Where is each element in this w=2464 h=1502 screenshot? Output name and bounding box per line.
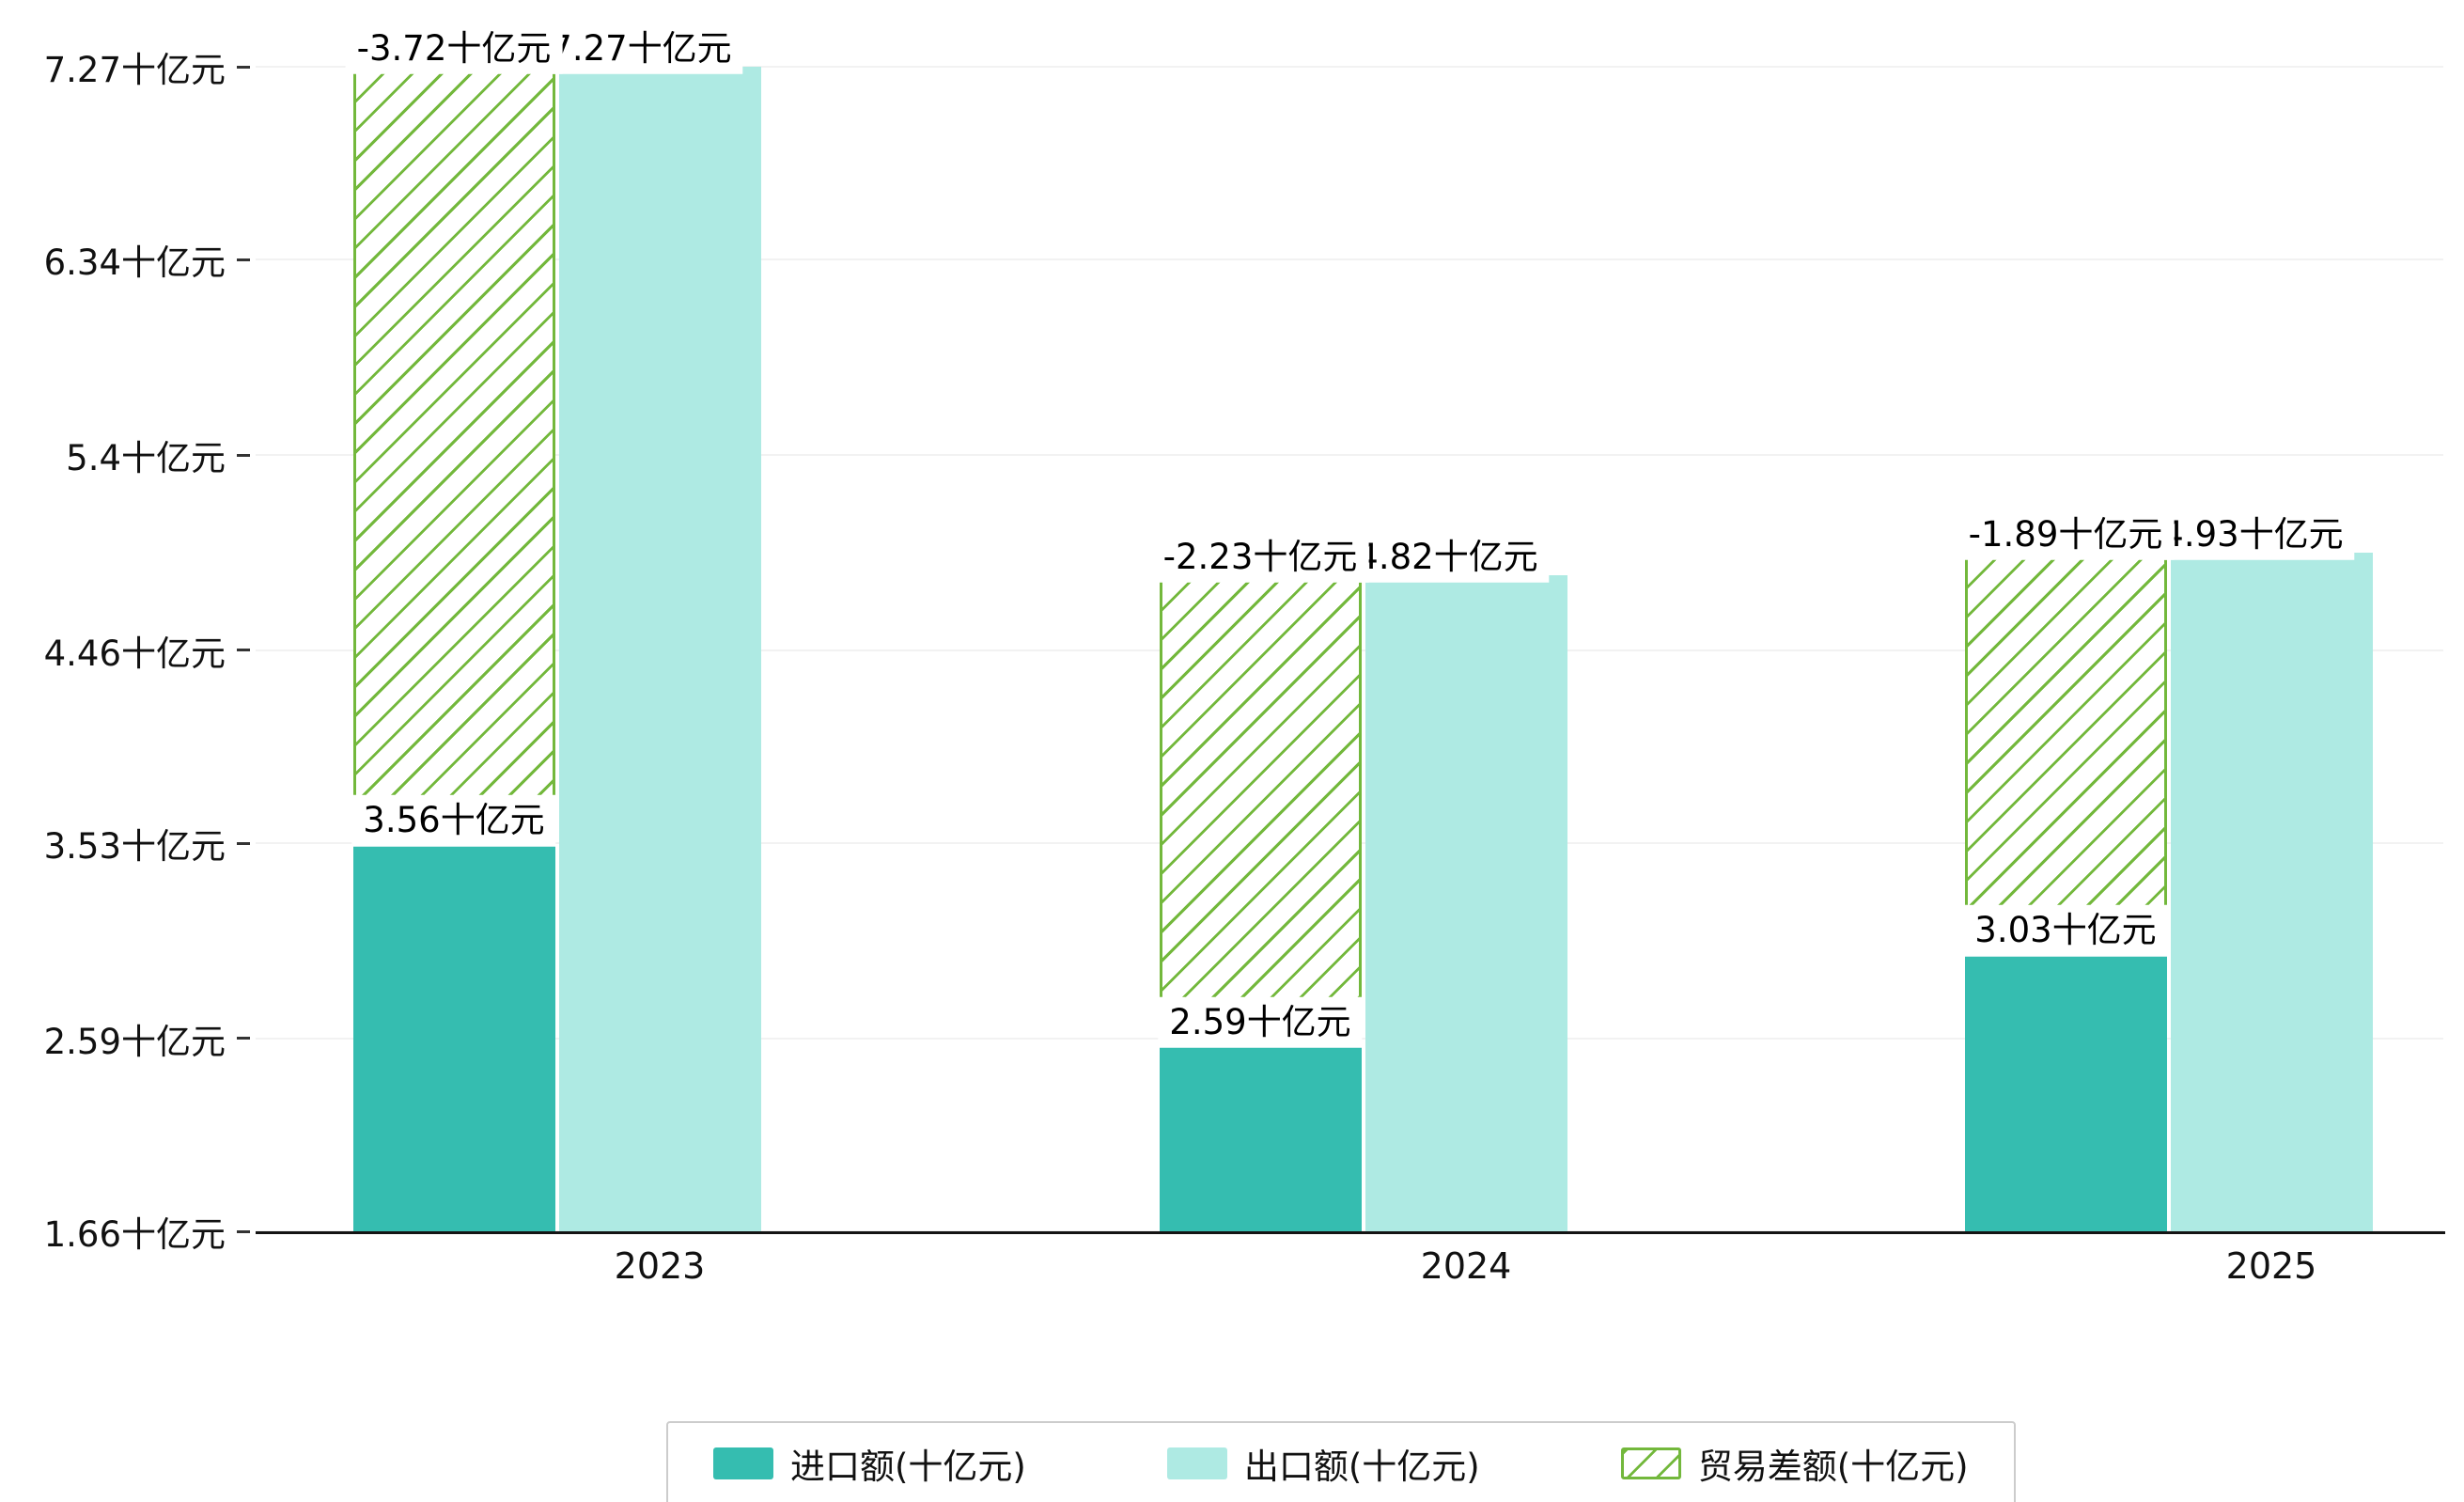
export-bar [2170,552,2373,1231]
y-tick-label: 4.46十亿元 [43,633,226,674]
gridline [256,454,2443,456]
import-bar [1159,1038,1362,1231]
y-tick-label: 3.53十亿元 [43,826,226,867]
y-tick-label: 6.34十亿元 [43,243,226,284]
import-value-label: 3.56十亿元 [351,795,556,847]
export-bar [1365,575,1567,1231]
y-tick-mark [237,258,250,261]
trade-balance-hatched-swatch [1620,1447,1681,1479]
gridline [256,258,2443,261]
x-tick-label: 2024 [1420,1245,1512,1287]
y-tick-mark [237,841,250,845]
export-swatch [1166,1447,1227,1479]
legend-item: 进口额(十亿元) [713,1438,1026,1489]
y-tick-label: 5.4十亿元 [66,438,226,478]
y-tick-label: 7.27十亿元 [43,50,226,90]
export-value-label: 4.93十亿元 [2150,508,2355,560]
trade-balance-bar [1964,552,2167,947]
y-tick-mark [237,649,250,652]
import-value-label: 2.59十亿元 [1158,996,1363,1048]
trade-balance-bar [1159,575,1362,1039]
import-bar [1964,947,2167,1231]
trade-balance-value-label: -1.89十亿元 [1957,508,2175,560]
gridline [256,66,2443,68]
x-tick-label: 2023 [614,1245,706,1287]
trade-balance-value-label: -2.23十亿元 [1151,531,1369,584]
legend: 进口额(十亿元) 出口额(十亿元) 贸易差额(十亿元) [666,1421,2016,1502]
y-tick-mark [237,453,250,457]
y-tick-label: 2.59十亿元 [43,1021,226,1062]
legend-series-label: 进口额(十亿元) [790,1447,1026,1487]
export-value-label: 7.27十亿元 [538,23,743,74]
export-value-label: 4.82十亿元 [1345,531,1550,584]
legend-series-label: 贸易差额(十亿元) [1697,1447,1969,1487]
trade-balance-value-label: -3.72十亿元 [345,23,563,74]
import-value-label: 3.03十亿元 [1963,905,2168,957]
x-tick-label: 2025 [2225,1245,2317,1287]
trade-balance-bar [352,67,555,837]
export-bar [558,67,761,1231]
import-swatch [713,1447,773,1479]
y-tick-mark [237,65,250,69]
x-axis-line [256,1231,2445,1234]
legend-series-label: 出口额(十亿元) [1243,1447,1480,1487]
import-bar [352,837,555,1231]
y-tick-mark [237,1229,250,1233]
y-tick-mark [237,1037,250,1040]
y-tick-label: 1.66十亿元 [43,1214,226,1255]
legend-item: 出口额(十亿元) [1166,1438,1480,1489]
legend-item: 贸易差额(十亿元) [1620,1438,1969,1489]
